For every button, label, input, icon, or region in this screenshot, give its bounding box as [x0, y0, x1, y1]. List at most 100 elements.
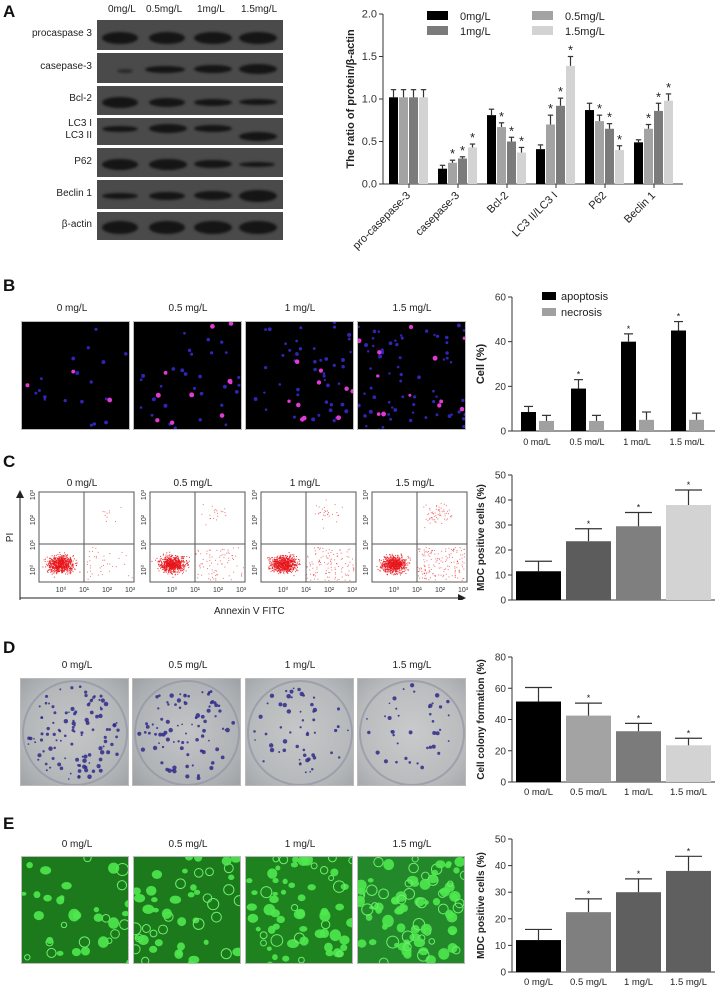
- y-tick-label: 10⁰: [29, 565, 37, 576]
- significance-star: *: [587, 889, 591, 899]
- y-tick-label: 10³: [30, 490, 37, 500]
- x-tick-label: casepase-3: [413, 190, 462, 239]
- blot-strip-bcl2: [97, 83, 283, 115]
- bar: [589, 414, 604, 431]
- significance-star: *: [637, 713, 641, 723]
- bar: *: [497, 109, 506, 184]
- legend: 0mg/L 1mg/L 0.5mg/L 1.5mg/L: [427, 11, 605, 38]
- x-tick-label: 10¹: [301, 587, 312, 594]
- panel-d-letter: D: [3, 638, 16, 657]
- x-tick-label: P62: [587, 190, 609, 212]
- y-tick-label: 40: [495, 496, 507, 507]
- blot-strip-p62: [97, 145, 283, 177]
- lane-label: 1mg/L: [197, 4, 225, 15]
- bar: *: [621, 324, 636, 431]
- y-tick-label: 40: [495, 715, 507, 726]
- significance-star: *: [607, 110, 612, 125]
- bar: *: [654, 89, 663, 184]
- chart-b-cell-percent: 0 20 40 60 Cell (%) 0 mg/L * 0.5 mg/L * 1 mg/L * 1.…: [475, 291, 715, 445]
- lane-label: 0.5mg/L: [146, 4, 183, 15]
- x-tick-label: 0.5 mg/L: [569, 437, 604, 445]
- bar: [399, 89, 408, 184]
- image-label: 1 mg/L: [284, 839, 316, 850]
- bar: *: [666, 480, 711, 600]
- colony-plate-image: [357, 678, 466, 786]
- bar: *: [616, 869, 661, 972]
- y-tick-label: 0: [500, 427, 506, 438]
- flow-cytometry-plots: 10⁰ 10¹ 10² 10³ 10⁰ 10¹ 10² 10³ 10⁰ 10¹ 10² 10³ 10⁰ 1…: [16, 490, 469, 600]
- x-tick-label: 0.5 mg/L: [570, 787, 607, 795]
- y-tick-label: 10²: [363, 514, 370, 525]
- blot-strip-beclin1: [97, 177, 283, 209]
- y-axis-label: The ratio of protein/β-actin: [345, 29, 357, 169]
- y-tick-label: 80: [495, 653, 507, 664]
- image-label: 0.5 mg/L: [168, 303, 208, 314]
- image-label: 1 mg/L: [284, 660, 316, 671]
- significance-star: *: [577, 370, 581, 380]
- significance-star: *: [637, 869, 641, 879]
- x-tick-label: 10¹: [412, 587, 423, 594]
- y-tick-label: 20: [495, 914, 507, 925]
- bar: [487, 108, 496, 184]
- significance-star: *: [656, 89, 661, 104]
- bar: [516, 928, 561, 972]
- significance-star: *: [509, 123, 514, 138]
- bar: *: [595, 101, 604, 184]
- y-tick-label: 20: [495, 382, 507, 393]
- bar: [689, 412, 704, 431]
- bar: [438, 164, 447, 184]
- fluorescence-image: [245, 321, 354, 430]
- bar: *: [507, 123, 516, 184]
- legend-label: necrosis: [561, 307, 602, 319]
- y-tick-label: 50: [495, 471, 507, 482]
- significance-star: *: [646, 111, 651, 126]
- y-tick-label: 0: [500, 596, 506, 606]
- significance-star: *: [627, 324, 631, 334]
- x-tick-label: LC3 II/LC3 I: [510, 190, 560, 240]
- image-label: 0 mg/L: [61, 839, 93, 850]
- bar: *: [566, 889, 611, 972]
- plot-label: 0.5 mg/L: [173, 478, 213, 489]
- x-tick-label: 10³: [125, 587, 136, 594]
- y-axis-label: PI: [5, 532, 17, 543]
- bar: *: [448, 146, 457, 184]
- significance-star: *: [666, 80, 671, 95]
- blot-strip-procaspase3: [97, 17, 283, 50]
- significance-star: *: [597, 101, 602, 116]
- y-tick-label: 10²: [30, 514, 37, 525]
- significance-star: *: [687, 846, 691, 856]
- x-tick-label: 10¹: [190, 587, 201, 594]
- y-tick-label: 10: [495, 941, 507, 952]
- x-tick-label: pro-casepase-3: [351, 190, 414, 253]
- bar: [521, 405, 536, 431]
- x-tick-label: 10⁰: [278, 586, 289, 594]
- y-axis-label: MDC positive cells (%): [476, 484, 487, 591]
- flow-plot: 10⁰ 10¹ 10² 10³ 10⁰ 10¹ 10² 10³: [140, 490, 247, 594]
- x-tick-label: 1.5 mg/L: [670, 977, 707, 988]
- legend: apoptosis necrosis: [542, 291, 609, 319]
- legend-label: 1.5mg/L: [565, 26, 605, 38]
- x-tick-label: 10⁰: [389, 586, 400, 594]
- x-tick-label: 10³: [236, 587, 247, 594]
- axes: 0 10 20 30 40 50 MDC positive cells (%): [476, 835, 715, 979]
- blot-row-label: P62: [74, 156, 92, 167]
- y-tick-label: 40: [495, 861, 507, 872]
- fluorescence-image: [21, 321, 130, 430]
- y-tick-label: 0.0: [362, 179, 377, 191]
- y-axis-label: Cell (%): [475, 343, 487, 384]
- x-tick-label: 10⁰: [167, 586, 178, 594]
- colony-plate-image: [132, 678, 241, 786]
- x-tick-label: 1 mg/L: [624, 977, 653, 988]
- y-tick-label: 10¹: [252, 539, 259, 550]
- bar: *: [666, 846, 711, 972]
- image-label: 1.5 mg/L: [392, 303, 432, 314]
- y-tick-label: 20: [495, 546, 507, 557]
- bar: *: [605, 110, 614, 184]
- bar: *: [664, 80, 673, 184]
- x-tick-label: 10²: [213, 587, 224, 594]
- y-tick-label: 10⁰: [140, 565, 148, 576]
- y-tick-label: 60: [495, 684, 507, 695]
- bar: *: [615, 132, 624, 184]
- x-tick-label: 0 mg/L: [524, 977, 553, 988]
